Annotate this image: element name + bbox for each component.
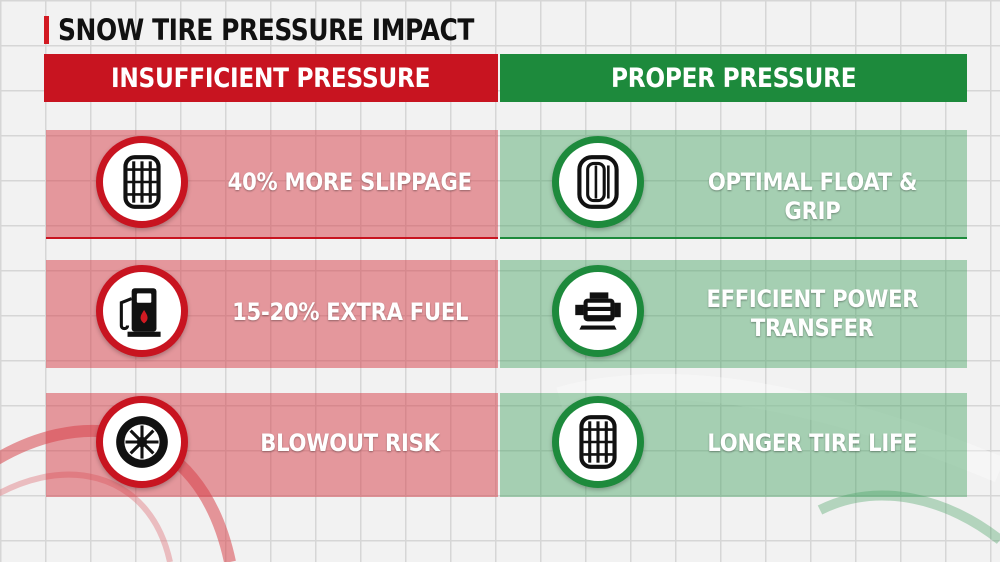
fuel-pump-icon [96, 265, 188, 357]
right-item-3-label: LONGER TIRE LIFE [707, 429, 918, 457]
right-divider [500, 237, 967, 239]
insufficient-pressure-header-label: INSUFFICIENT PRESSURE [111, 62, 431, 94]
tire-icon [552, 136, 644, 228]
left-item-3-label: BLOWOUT RISK [260, 429, 440, 457]
left-item-2-label: 15-20% EXTRA FUEL [231, 298, 469, 326]
right-item-1-label: OPTIMAL FLOAT & GRIP [707, 168, 918, 225]
insufficient-pressure-header: INSUFFICIENT PRESSURE [44, 54, 498, 102]
left-item-1-label: 40% MORE SLIPPAGE [227, 168, 473, 196]
engine-icon [552, 265, 644, 357]
proper-pressure-header: PROPER PRESSURE [500, 54, 967, 102]
tire-tread-icon [552, 396, 644, 488]
page-title: SNOW TIRE PRESSURE IMPACT [58, 13, 474, 47]
proper-pressure-header-label: PROPER PRESSURE [610, 62, 857, 94]
right-item-2-label: EFFICIENT POWER TRANSFER [706, 285, 919, 342]
title-accent-bar [44, 16, 49, 44]
wheel-rim-icon [96, 396, 188, 488]
left-divider [46, 237, 498, 239]
tire-tread-icon [96, 136, 188, 228]
title-block: SNOW TIRE PRESSURE IMPACT [44, 10, 542, 50]
